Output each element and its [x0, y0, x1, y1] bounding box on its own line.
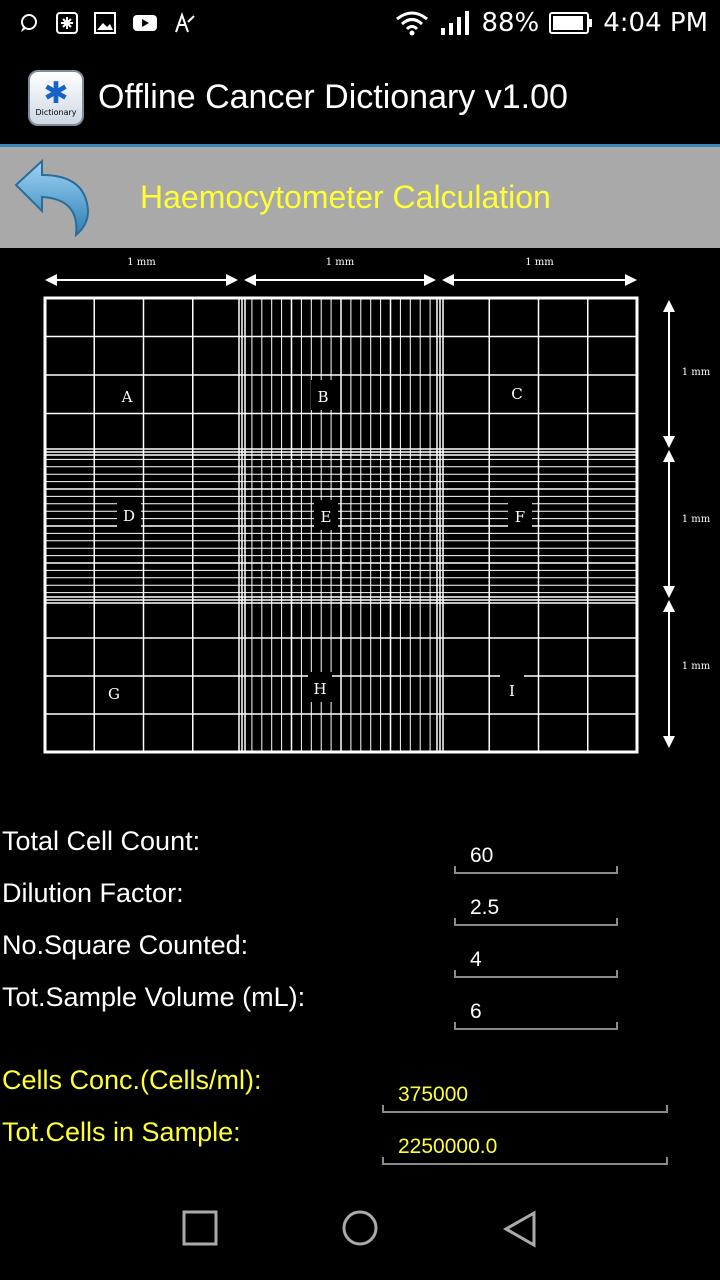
chat-icon [21, 14, 37, 32]
square-label-bg [311, 380, 335, 410]
recent-apps-icon[interactable] [182, 1210, 218, 1246]
page-title: Haemocytometer Calculation [140, 179, 551, 215]
dimension-arrowhead [226, 274, 238, 286]
back-arrow-icon[interactable] [12, 155, 96, 239]
home-icon[interactable] [340, 1210, 380, 1250]
top-dimension-label: 1 mm [326, 257, 355, 268]
square-label-c: C [511, 385, 522, 403]
status-bar: 88% 4:04 PM [0, 0, 720, 50]
dimension-arrowhead [424, 274, 436, 286]
signal-icon [441, 11, 470, 35]
dimension-arrowhead [45, 274, 57, 286]
dimension-arrowhead [442, 274, 454, 286]
right-dimension-label: 1 mm [682, 661, 711, 672]
total-cells-output: 2250000.0 [382, 1129, 668, 1165]
app-logo-icon: ✱ Dictionary [28, 70, 84, 126]
cells-conc-label: Cells Conc.(Cells/ml): [2, 1065, 262, 1095]
top-dimension-label: 1 mm [127, 257, 156, 268]
back-icon[interactable] [502, 1210, 538, 1248]
square-label-bg [314, 500, 338, 530]
total-cell-count-label: Total Cell Count: [2, 826, 201, 856]
square-label-bg [115, 380, 139, 410]
total-cells-label: Tot.Cells in Sample: [2, 1117, 241, 1147]
square-label-f: F [515, 508, 525, 526]
square-label-e: E [321, 508, 332, 526]
youtube-icon [133, 15, 157, 31]
sample-volume-label: Tot.Sample Volume (mL): [2, 982, 306, 1012]
cells-conc-output: 375000 [382, 1077, 668, 1113]
battery-percent: 88% [481, 8, 540, 38]
dimension-arrowhead [625, 274, 637, 286]
total-cell-count-input[interactable]: 60 [454, 838, 618, 874]
right-dimension-label: 1 mm [682, 514, 711, 525]
sample-volume-input[interactable]: 6 [454, 994, 618, 1030]
dilution-factor-label: Dilution Factor: [2, 878, 184, 908]
square-label-b: B [317, 388, 328, 406]
top-dimension-label: 1 mm [525, 257, 554, 268]
dimension-arrowhead [244, 274, 256, 286]
dimension-arrowhead [663, 600, 675, 612]
squares-counted-label: No.Square Counted: [2, 930, 249, 960]
dimension-arrowhead [663, 450, 675, 462]
app-title: Offline Cancer Dictionary v1.00 [98, 78, 568, 116]
page-header: Haemocytometer Calculation [0, 147, 720, 248]
square-label-bg [117, 499, 141, 529]
dimension-arrowhead [663, 736, 675, 748]
dimension-arrowhead [663, 300, 675, 312]
text-icon [175, 12, 195, 33]
logo-text: Dictionary [35, 107, 77, 117]
square-label-bg [508, 500, 532, 530]
square-label-bg [308, 672, 332, 702]
square-label-i: I [509, 682, 515, 700]
dilution-factor-input[interactable]: 2.5 [454, 890, 618, 926]
dimension-arrowhead [663, 436, 675, 448]
square-label-bg [102, 677, 126, 707]
medical-app-icon [56, 12, 78, 34]
square-label-h: H [313, 680, 326, 698]
app-bar: ✱ Dictionary Offline Cancer Dictionary v… [0, 50, 720, 147]
square-label-a: A [121, 388, 133, 406]
dimension-arrowhead [663, 586, 675, 598]
status-time: 4:04 PM [603, 8, 708, 38]
battery-icon [549, 12, 593, 34]
right-dimension-label: 1 mm [682, 367, 711, 378]
image-icon [94, 12, 116, 34]
squares-counted-input[interactable]: 4 [454, 942, 618, 978]
haemocytometer-grid: A B C D E F G H I 1 mm 1 mm 1 mm 1 mm 1 mm 1 mm [43, 257, 711, 754]
square-label-g: G [108, 685, 120, 703]
square-label-d: D [123, 507, 135, 525]
wifi-icon [396, 11, 429, 36]
square-label-bg [505, 377, 529, 407]
nav-bar [0, 1180, 720, 1280]
square-label-bg [500, 674, 524, 704]
